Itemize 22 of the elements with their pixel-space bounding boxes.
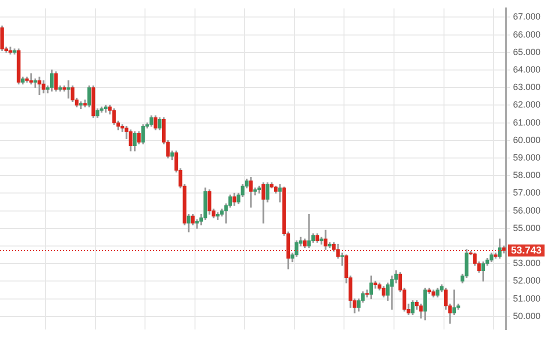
y-tick-label: 62.000	[513, 100, 541, 110]
y-tick-label: 67.000	[513, 12, 541, 22]
y-tick-label: 64.000	[513, 64, 541, 74]
y-tick-label: 53.000	[513, 258, 541, 268]
ref-line-label: 53.743	[511, 245, 542, 256]
candlestick	[307, 214, 311, 248]
candlestick	[66, 80, 70, 98]
candlestick	[365, 290, 369, 298]
y-tick-label: 60.000	[513, 134, 541, 145]
y-tick-label: 52.000	[513, 276, 541, 286]
y-tick-label: 57.000	[513, 188, 541, 198]
y-tick-label: 51.000	[513, 293, 541, 304]
y-tick-label: 56.000	[513, 205, 541, 216]
y-tick-label: 55.000	[513, 222, 541, 233]
y-tick-label: 61.000	[513, 117, 541, 128]
y-tick-label: 59.000	[513, 152, 541, 162]
y-tick-label: 50.000	[513, 310, 541, 321]
candlestick	[278, 184, 282, 202]
y-tick-label: 58.000	[513, 170, 541, 180]
y-tick-label: 63.000	[513, 82, 541, 92]
y-tick-label: 66.000	[513, 29, 541, 40]
y-tick-label: 65.000	[513, 46, 541, 57]
